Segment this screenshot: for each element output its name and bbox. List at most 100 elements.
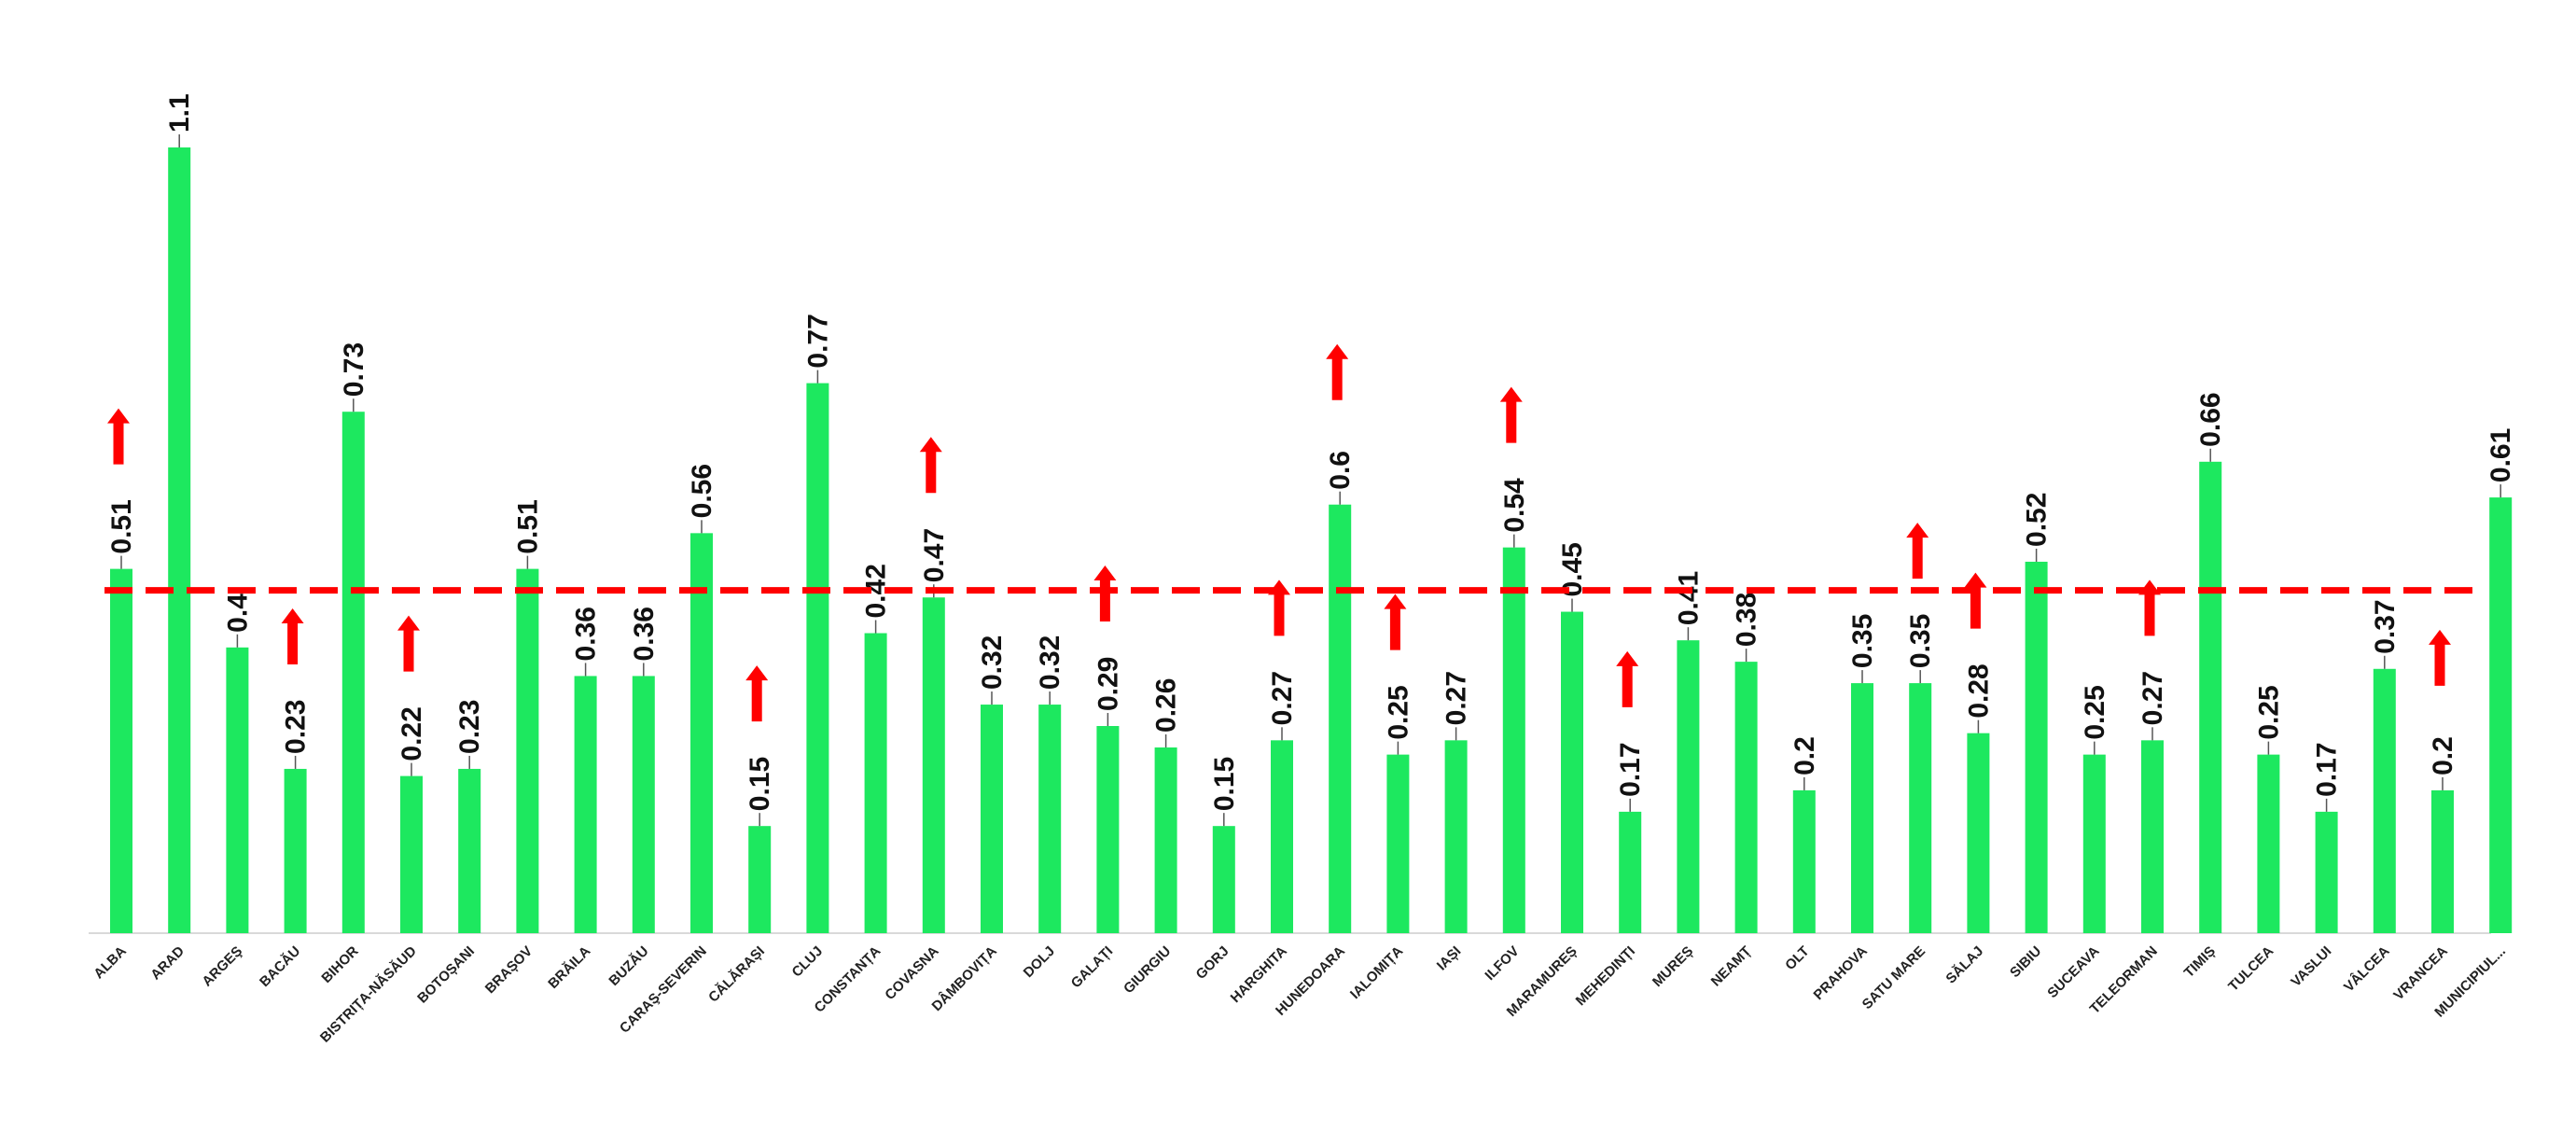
up-arrow-icon	[1906, 523, 1929, 579]
data-label: 0.51	[106, 499, 137, 553]
category-label: BUZĂU	[606, 943, 651, 989]
up-arrow-icon	[1326, 343, 1349, 400]
bar	[1909, 683, 1932, 933]
data-label: 0.28	[1963, 663, 1994, 718]
category-label: MEHEDINȚI	[1573, 943, 1638, 1009]
category-label: GALAȚI	[1068, 943, 1116, 991]
category-label: NEAMȚ	[1708, 943, 1755, 990]
category-label: COVASNA	[882, 943, 941, 1003]
bar	[341, 412, 365, 934]
data-label: 0.6	[1325, 451, 1356, 490]
bar	[690, 533, 713, 933]
data-label: 0.35	[1847, 614, 1878, 668]
category-label: BISTRIȚA-NĂSĂUD	[317, 943, 420, 1046]
category-label: OLT	[1782, 943, 1812, 973]
bar	[1792, 789, 1816, 933]
category-label: BRAȘOV	[482, 943, 536, 997]
category-label: SUCEAVA	[2044, 943, 2102, 1001]
category-label: VASLUI	[2288, 943, 2334, 990]
bar	[2315, 811, 2338, 933]
data-label: 0.15	[745, 757, 775, 811]
data-label: 0.73	[339, 342, 369, 397]
data-label: 0.51	[512, 499, 543, 553]
bar	[2199, 461, 2222, 933]
bar	[574, 676, 597, 933]
data-label: 0.17	[1615, 742, 1646, 796]
category-label: BOTOȘANI	[414, 943, 478, 1007]
category-label: ILFOV	[1482, 943, 1522, 984]
bar	[458, 768, 481, 933]
bar	[2431, 789, 2454, 933]
up-arrow-icon	[107, 408, 130, 465]
data-label: 0.61	[2485, 428, 2516, 482]
category-label: GORJ	[1193, 943, 1232, 983]
up-arrow-icon	[1384, 593, 1407, 650]
category-label: TIMIȘ	[2181, 943, 2219, 981]
data-label: 0.25	[1383, 685, 1413, 739]
bar	[632, 676, 655, 933]
data-label: 1.1	[164, 93, 195, 133]
bar	[2373, 668, 2396, 933]
data-label: 0.27	[1441, 671, 1472, 725]
bar	[2025, 561, 2048, 933]
data-label: 0.77	[802, 314, 833, 368]
category-label: ARGEŞ	[199, 943, 245, 990]
data-label: 0.56	[687, 464, 717, 518]
data-label: 0.17	[2312, 742, 2343, 796]
bar	[1271, 740, 1293, 933]
data-label: 0.25	[2080, 685, 2110, 739]
up-arrow-icon	[2138, 579, 2161, 636]
bar	[1561, 611, 1583, 933]
category-label: TULCEA	[2225, 943, 2277, 995]
data-label: 0.2	[1789, 736, 1820, 775]
category-label: SIBIU	[2007, 943, 2044, 981]
data-label: 0.36	[571, 607, 602, 661]
data-label: 0.38	[1732, 593, 1762, 647]
bar	[1967, 733, 1990, 933]
bar	[516, 568, 539, 933]
data-label: 0.23	[454, 700, 485, 754]
up-arrow-icon	[1964, 572, 1987, 629]
category-label: IAȘI	[1434, 943, 1465, 974]
data-label: 0.15	[1209, 757, 1240, 811]
data-label: 0.54	[1499, 478, 1530, 533]
bar	[1096, 726, 1120, 933]
bar	[226, 647, 249, 933]
data-label: 0.35	[1905, 614, 1936, 668]
data-label: 0.36	[629, 607, 660, 661]
data-label: 0.22	[397, 706, 427, 761]
bar	[400, 775, 423, 933]
data-label: 0.26	[1151, 678, 1182, 733]
up-arrow-icon	[745, 665, 769, 722]
bar	[168, 147, 191, 933]
category-label: BACĂU	[257, 943, 303, 990]
data-label: 0.32	[1035, 635, 1065, 690]
bar	[806, 383, 829, 934]
category-label: ARAD	[147, 943, 188, 984]
data-label: 0.37	[2370, 599, 2401, 653]
data-label: 0.2	[2428, 736, 2458, 775]
up-arrow-icon	[1499, 386, 1523, 443]
up-arrow-icon	[919, 437, 942, 494]
data-label: 0.41	[1673, 571, 1704, 625]
bar	[1329, 504, 1352, 933]
category-label: MUREȘ	[1650, 943, 1696, 990]
bar	[1444, 740, 1468, 933]
category-label: VRANCEA	[2390, 943, 2451, 1004]
category-label: SĂLAJ	[1942, 943, 1986, 987]
category-label: PRAHOVA	[1811, 943, 1871, 1003]
category-label: DOLJ	[1021, 943, 1058, 981]
category-label: CLUJ	[789, 943, 827, 981]
bar	[2141, 740, 2164, 933]
bar	[2082, 754, 2106, 933]
bar	[864, 633, 887, 933]
category-label: ALBA	[91, 943, 130, 983]
data-label: 0.29	[1093, 657, 1123, 711]
up-arrow-icon	[397, 615, 420, 672]
category-label: HARGHITA	[1228, 943, 1290, 1006]
bar	[284, 768, 307, 933]
category-label: BRĂILA	[545, 943, 593, 992]
bar	[1212, 826, 1235, 933]
up-arrow-icon	[1616, 650, 1639, 707]
